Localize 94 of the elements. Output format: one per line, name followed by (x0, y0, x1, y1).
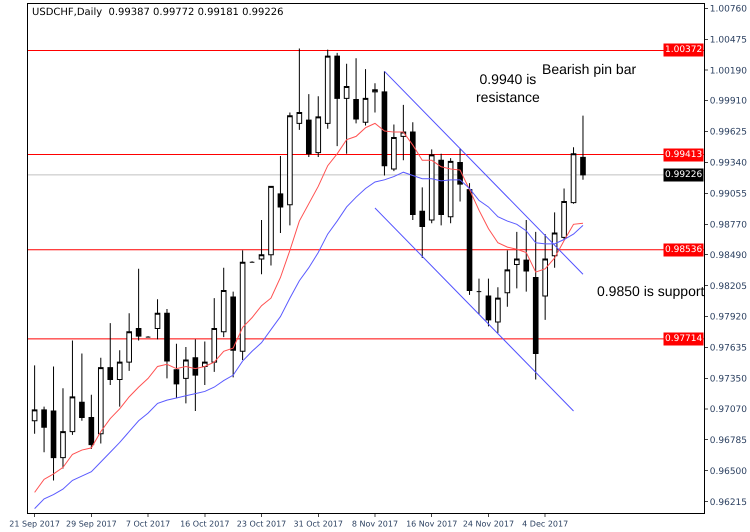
candlestick (98, 357, 104, 444)
candlestick (126, 312, 132, 372)
candlestick (495, 286, 501, 334)
x-tick-label: 8 Nov 2017 (352, 520, 398, 529)
ref-line-label: 0.99413 (665, 150, 702, 160)
candlestick (372, 82, 378, 114)
candlestick (428, 148, 435, 224)
y-tick-label: 0.98205 (710, 282, 748, 292)
candlestick (448, 158, 454, 224)
candlestick (514, 231, 520, 289)
candlestick (438, 153, 444, 226)
candlestick (211, 298, 218, 372)
y-tick-label: 0.99910 (710, 96, 748, 107)
y-tick-label: 0.99340 (710, 158, 748, 169)
candlestick (240, 250, 246, 360)
candlestick (457, 148, 463, 202)
y-tick-label: 0.98490 (710, 250, 748, 261)
x-tick-label: 24 Nov 2017 (462, 520, 514, 529)
candlestick (88, 394, 94, 450)
x-tick-label: 4 Dec 2017 (522, 520, 568, 529)
candlestick (107, 322, 114, 386)
candlestick (220, 267, 227, 338)
candlestick (79, 352, 85, 422)
candlestick (552, 212, 558, 268)
candlestick (315, 96, 322, 158)
y-tick-label: 0.96215 (710, 498, 748, 508)
y-tick-label: 1.00760 (710, 4, 748, 14)
ref-line-label: 0.97714 (665, 334, 702, 344)
x-tick-label: 16 Nov 2017 (406, 520, 458, 529)
candlestick (278, 155, 284, 234)
x-tick-label: 16 Oct 2017 (180, 520, 230, 529)
x-tick-label: 31 Oct 2017 (294, 520, 343, 529)
x-tick-label: 7 Oct 2017 (126, 520, 170, 529)
candlestick (174, 343, 180, 398)
candlestick (400, 104, 406, 161)
candlestick (41, 406, 47, 453)
candlestick (580, 115, 586, 180)
candlestick (164, 308, 170, 379)
candlestick (344, 63, 350, 154)
candlestick (230, 291, 236, 378)
candlestick (287, 112, 293, 226)
ref-line-label: 0.98536 (665, 245, 702, 255)
y-tick-label: 0.97920 (710, 312, 748, 323)
candlestick (382, 70, 388, 176)
candlestick (504, 250, 510, 308)
chart-title: USDCHF,Daily 0.99387 0.99772 0.99181 0.99226 (32, 6, 284, 18)
candlestick (353, 58, 359, 124)
line-series (34, 122, 584, 493)
y-tick-label: 1.00190 (710, 66, 748, 76)
candlestick (258, 219, 264, 275)
y-tick-label: 0.99055 (710, 190, 748, 200)
y-tick-label: 0.96785 (710, 436, 748, 446)
candlestick (183, 346, 189, 404)
candlestick (324, 49, 331, 130)
candlestick (466, 182, 472, 296)
x-tick-label: 23 Oct 2017 (236, 520, 286, 529)
y-tick-label: 0.97635 (710, 344, 748, 354)
text: 0.9850 is support (597, 283, 705, 299)
candlestick (486, 278, 492, 327)
annotation: 0.9940 is resistance (476, 71, 540, 106)
candlestick (268, 186, 274, 266)
candlestick (60, 388, 66, 469)
y-tick-label: 1.00475 (710, 35, 748, 46)
candlestick (334, 52, 340, 147)
candlestick (50, 366, 56, 481)
candlestick (116, 350, 123, 408)
ref-line-label: 1.00372 (665, 45, 702, 55)
candlestick (532, 231, 539, 380)
candlestick (523, 219, 530, 292)
candlestick (202, 341, 208, 386)
y-tick-label: 0.98770 (710, 220, 748, 230)
candlestick (154, 298, 160, 340)
x-tick-label: 29 Sep 2017 (66, 520, 117, 529)
candlestick (561, 188, 567, 240)
candlestick (70, 340, 76, 436)
candlestick (296, 48, 302, 130)
y-tick-label: 0.96500 (710, 466, 748, 477)
y-tick-label: 0.97070 (710, 404, 748, 415)
candlestick (476, 278, 482, 315)
annotation: Bearish pin bar (542, 61, 637, 77)
candlestick (306, 94, 312, 158)
candlestick (410, 122, 416, 220)
ref-line-label: 0.99226 (665, 170, 702, 180)
y-tick-label: 0.97350 (710, 374, 748, 385)
candlestick (391, 124, 397, 172)
y-tick-label: 0.99625 (710, 128, 748, 138)
candlestick (542, 234, 548, 320)
candlestick (362, 68, 368, 126)
candlestick (192, 338, 198, 412)
x-tick-label: 21 Sep 2017 (9, 520, 60, 529)
candlestick (419, 186, 426, 258)
candlestick (32, 364, 38, 434)
candlestick (570, 146, 576, 204)
candlestick (136, 268, 142, 341)
